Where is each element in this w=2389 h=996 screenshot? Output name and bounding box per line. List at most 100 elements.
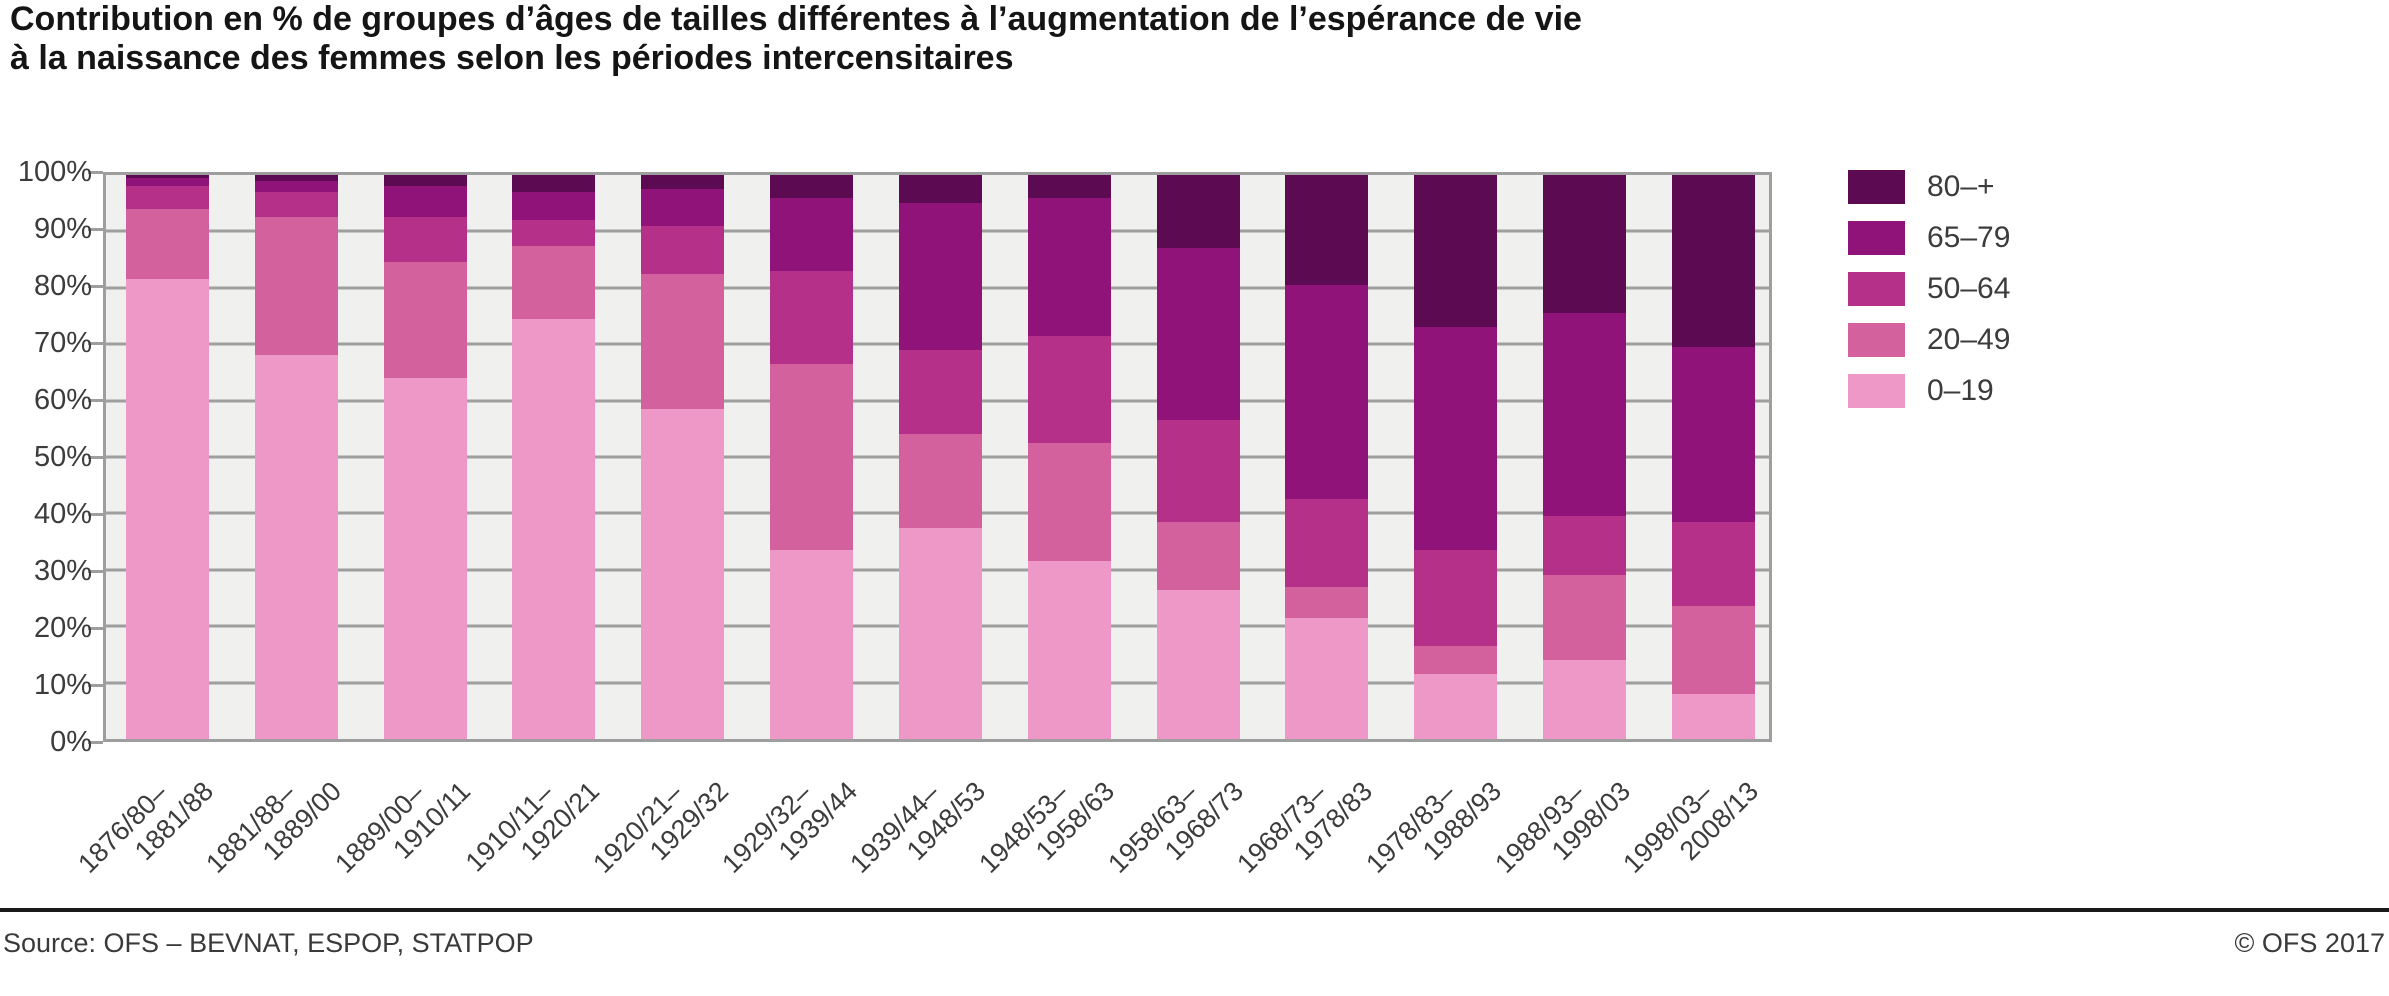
bar-segment — [1285, 175, 1369, 286]
bar-segment — [254, 180, 338, 192]
legend-swatch — [1848, 272, 1905, 306]
chart-title: Contribution en % de groupes d’âges de t… — [10, 0, 1582, 78]
stacked-bar — [1543, 175, 1627, 739]
stacked-bar — [641, 175, 725, 739]
bar-segment — [1027, 197, 1111, 336]
bar-segment — [1027, 561, 1111, 739]
bar-segment — [770, 363, 854, 551]
y-axis-tick — [88, 569, 103, 573]
bar-segment — [512, 220, 596, 246]
legend-label: 0–19 — [1927, 374, 1994, 407]
bar-segment — [383, 186, 467, 218]
bar-segment — [1543, 575, 1627, 661]
bar-segment — [1671, 347, 1755, 522]
y-axis-tick — [88, 626, 103, 630]
chart-title-line2: à la naissance des femmes selon les péri… — [10, 39, 1014, 77]
bar-segment — [770, 270, 854, 364]
chart-title-line1: Contribution en % de groupes d’âges de t… — [10, 0, 1582, 38]
bar-segment — [641, 175, 725, 190]
bar-segment — [1027, 335, 1111, 443]
legend-item: 20–49 — [1848, 323, 2010, 357]
stacked-bar — [770, 175, 854, 739]
legend-item: 0–19 — [1848, 374, 1994, 408]
legend-label: 80–+ — [1927, 170, 1995, 203]
y-axis-tick — [88, 740, 103, 744]
bar-segment — [126, 175, 209, 178]
legend-swatch — [1848, 170, 1905, 204]
stacked-bar — [1285, 175, 1369, 739]
bar-segment — [254, 191, 338, 218]
bar-segment — [126, 177, 209, 187]
bar-segment — [254, 217, 338, 356]
legend-label: 50–64 — [1927, 272, 2011, 305]
stacked-bar — [1156, 175, 1240, 739]
y-axis-label: 70% — [33, 327, 92, 359]
y-axis-label: 100% — [17, 156, 92, 188]
bar-segment — [770, 197, 854, 271]
bar-segment — [641, 273, 725, 410]
bar-segment — [254, 175, 338, 181]
y-axis-label: 30% — [33, 555, 92, 587]
bar-segment — [1671, 175, 1755, 348]
bar-segment — [383, 217, 467, 263]
bar-segment — [1285, 285, 1369, 500]
stacked-bar — [383, 175, 467, 739]
bar-segment — [1543, 175, 1627, 314]
stacked-bar — [126, 175, 209, 739]
bar-segment — [770, 175, 854, 198]
bar-segment — [1285, 499, 1369, 587]
bar-segment — [383, 262, 467, 379]
bar-segment — [1027, 175, 1111, 198]
y-axis-tick — [88, 398, 103, 402]
bar-segment — [1285, 617, 1369, 739]
bar-segment — [641, 225, 725, 274]
bar-segment — [1414, 175, 1498, 328]
stacked-bar — [1027, 175, 1111, 739]
footer-divider — [0, 908, 2389, 912]
y-axis-label: 10% — [33, 669, 92, 701]
y-axis-label: 20% — [33, 612, 92, 644]
y-axis-label: 50% — [33, 441, 92, 473]
bar-segment — [1543, 660, 1627, 739]
legend-label: 65–79 — [1927, 221, 2011, 254]
legend-swatch — [1848, 221, 1905, 255]
bar-segment — [1156, 175, 1240, 249]
bar-segment — [126, 208, 209, 280]
bar-segment — [512, 318, 596, 739]
y-axis-label: 0% — [50, 726, 92, 758]
stacked-bar — [512, 175, 596, 739]
bar-segment — [126, 279, 209, 739]
y-axis-tick — [88, 284, 103, 288]
plot-area — [103, 172, 1772, 742]
legend-item: 65–79 — [1848, 221, 2010, 255]
y-axis-label: 80% — [33, 270, 92, 302]
bar-segment — [1156, 248, 1240, 421]
bar-segment — [641, 409, 725, 739]
stacked-bar — [254, 175, 338, 739]
bar-segment — [1285, 586, 1369, 618]
bar-segment — [641, 189, 725, 226]
bar-segment — [1027, 442, 1111, 562]
y-axis-tick — [88, 227, 103, 231]
bar-segment — [1156, 420, 1240, 522]
stacked-bar — [898, 175, 982, 739]
bar-segment — [1671, 521, 1755, 607]
bar-segment — [254, 355, 338, 739]
y-axis-tick — [88, 455, 103, 459]
y-axis-tick — [88, 512, 103, 516]
bar-segment — [512, 245, 596, 319]
legend-swatch — [1848, 374, 1905, 408]
footer-source-text: Source: OFS – BEVNAT, ESPOP, STATPOP — [3, 928, 534, 958]
bar-segment — [898, 527, 982, 739]
bar-segment — [512, 175, 596, 192]
bar-segment — [1543, 516, 1627, 576]
y-axis-tick — [88, 683, 103, 687]
y-axis-tick — [88, 341, 103, 345]
bar-segment — [898, 203, 982, 350]
y-axis-label: 40% — [33, 498, 92, 530]
bar-segment — [1156, 521, 1240, 590]
bar-segment — [383, 378, 467, 739]
bar-segment — [898, 434, 982, 528]
bar-segment — [383, 175, 467, 187]
legend-item: 80–+ — [1848, 170, 1995, 204]
